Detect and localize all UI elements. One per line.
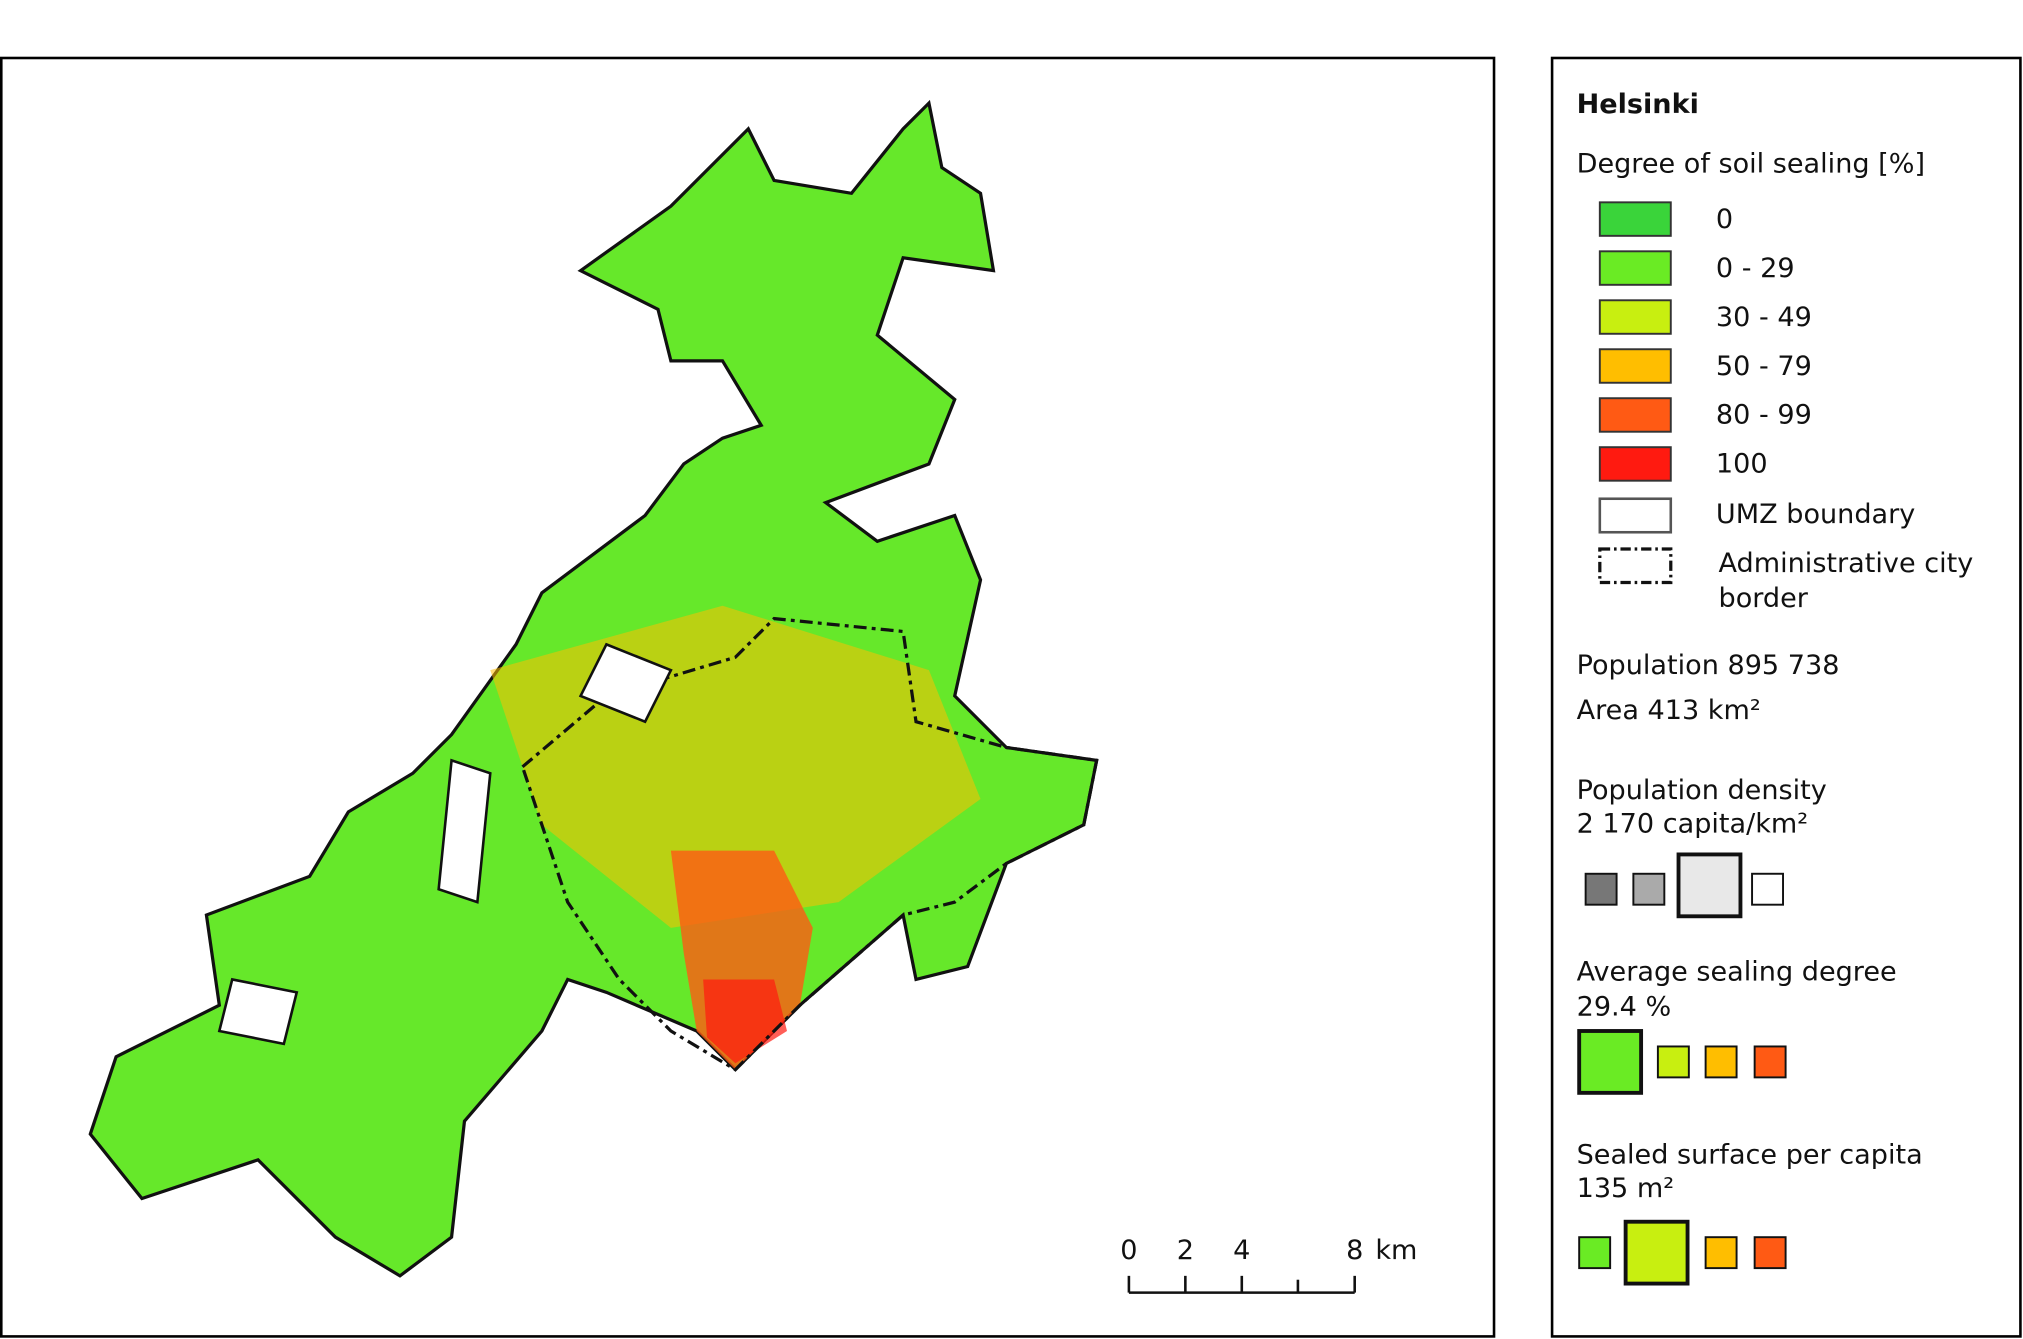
sealed-center [703,979,788,1064]
sealing-icon [1704,1045,1738,1079]
scale-label: 0 [1120,1235,1137,1266]
gaps [217,642,673,1046]
legend-swatch [1598,446,1672,482]
density-icon [1584,872,1618,906]
density-icon [1751,872,1784,906]
scale-label: 8 [1346,1235,1363,1266]
scale-unit: km [1375,1235,1417,1266]
admin-label: Administrative city [1719,548,1974,579]
legend: Helsinki Degree of soil sealing [%] UMZ … [1577,89,1974,1286]
sealing-icon [1753,1045,1787,1079]
sealing-icon [1577,1029,1644,1095]
density-title: Population density [1577,775,1827,806]
map-title: Helsinki [1577,89,1699,120]
per-capita-value: 135 m² [1577,1173,1675,1204]
sealing-value: 29.4 % [1577,991,1672,1022]
sealing-title: Average sealing degree [1577,957,1897,988]
legend-label: 80 - 99 [1716,400,1812,431]
legend-label: 0 [1716,204,1733,235]
population: Population 895 738 [1577,650,1840,681]
density-value: 2 170 capita/km² [1577,808,1809,839]
density-icon [1676,852,1743,919]
legend-swatch [1598,299,1672,335]
legend-swatch [1598,201,1672,237]
per-capita-icon [1623,1219,1690,1286]
per-capita-icon [1704,1236,1738,1270]
umz-label: UMZ boundary [1716,499,1915,530]
scale-bar: 0 2 4 8 km [1120,1235,1417,1294]
land-area [88,99,1099,1278]
admin-label: border [1719,583,1809,614]
scale-label: 2 [1177,1235,1194,1266]
legend-label: 0 - 29 [1716,253,1795,284]
per-capita-icon [1578,1236,1612,1270]
sealing-icon [1656,1045,1690,1079]
legend-swatch [1598,348,1672,384]
legend-title: Degree of soil sealing [%] [1577,148,1925,179]
legend-swatch [1598,397,1672,433]
area: Area 413 km² [1577,695,1761,726]
per-capita-title: Sealed surface per capita [1577,1140,1923,1171]
scale-label: 4 [1233,1235,1250,1266]
density-icon [1632,872,1666,906]
legend-label: 50 - 79 [1716,351,1812,382]
admin-swatch [1598,547,1673,585]
legend-swatch [1598,250,1672,286]
admin-border [520,616,1099,1072]
legend-label: 100 [1716,449,1768,480]
umz-swatch [1598,497,1673,534]
per-capita-icon [1753,1236,1787,1270]
legend-label: 30 - 49 [1716,302,1812,333]
